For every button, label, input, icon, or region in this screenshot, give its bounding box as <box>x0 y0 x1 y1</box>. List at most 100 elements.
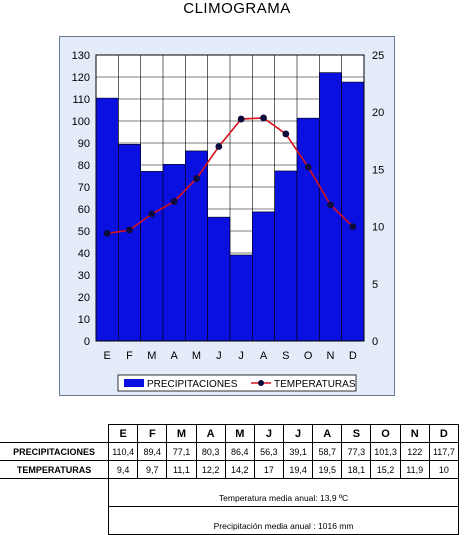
table-corner <box>0 425 109 443</box>
table-cell: 122 <box>399 442 430 461</box>
legend-label-precip: PRECIPITACIONES <box>147 379 238 390</box>
precip-bar <box>296 117 320 342</box>
temperature-point <box>170 198 178 205</box>
table-cell: 110,4 <box>108 442 139 461</box>
left-axis-tick-label: 130 <box>72 50 90 62</box>
x-axis-tick-label: A <box>260 350 268 362</box>
temperature-point <box>193 175 200 182</box>
temperature-point <box>103 230 111 237</box>
x-axis-tick-label: M <box>192 350 201 362</box>
legend-box <box>117 374 357 392</box>
x-axis-tick-label: E <box>103 350 110 362</box>
month-header: S <box>341 424 372 443</box>
left-axis-tick-label: 60 <box>78 204 90 216</box>
left-axis-tick-label: 110 <box>72 94 90 106</box>
right-axis-tick-label: 0 <box>372 336 378 348</box>
summary-spacer <box>0 506 110 535</box>
table-cell: 117,7 <box>428 442 460 461</box>
temperature-point <box>349 223 357 231</box>
table-cell: 11,9 <box>399 460 430 479</box>
month-header: N <box>399 424 430 443</box>
left-axis-tick-label: 90 <box>78 138 90 150</box>
table-row: PRECIPITACIONES 110,4 89,4 77,1 80,3 86,4 56,3… <box>0 442 460 461</box>
left-axis-tick-label: 80 <box>78 160 90 172</box>
temperature-point <box>260 114 267 122</box>
chart-frame: 0 10 20 30 40 50 60 70 80 90 100 110 120 130 0 5 10 15 20 2… <box>59 36 395 396</box>
left-axis-tick-label: 40 <box>78 248 90 260</box>
precip-bar <box>207 216 231 342</box>
table-cell: 77,1 <box>166 442 197 461</box>
summary-row: Precipitación media anual : 1016 mm <box>0 506 459 535</box>
precip-bar <box>229 254 253 342</box>
left-axis-tick-label: 20 <box>78 292 90 304</box>
table-cell: 77,3 <box>341 442 372 461</box>
summary-spacer <box>0 478 110 507</box>
climograph-chart: 0 10 20 30 40 50 60 70 80 90 100 110 120 130 0 5 10 15 20 2… <box>72 50 384 392</box>
temperature-point <box>282 130 290 138</box>
x-axis-tick-label: A <box>170 350 178 362</box>
row-label: PRECIPITACIONES <box>0 442 110 461</box>
table-cell: 89,4 <box>137 442 168 461</box>
temperature-point <box>327 201 334 209</box>
right-axis-tick-label: 25 <box>372 50 384 62</box>
temperature-point <box>304 163 312 171</box>
month-header: O <box>370 424 401 443</box>
table-cell: 9,7 <box>137 460 168 479</box>
table-cell: 11,1 <box>166 460 197 479</box>
table-cell: 80,3 <box>195 442 226 461</box>
chart-title: CLIMOGRAMA <box>183 0 291 17</box>
temperature-point <box>126 226 133 234</box>
left-axis-tick-label: 0 <box>84 336 90 348</box>
x-axis-tick-label: N <box>327 350 335 362</box>
precip-bar <box>341 81 365 342</box>
temperature-point <box>237 115 245 123</box>
table-cell: 56,3 <box>253 442 285 461</box>
precip-bar <box>252 211 275 342</box>
temperature-annual-mean: Temperatura media anual: 13,9 ºC <box>108 478 459 507</box>
x-axis-tick-label: M <box>147 350 156 362</box>
table-cell: 10 <box>428 460 460 479</box>
right-axis-tick-label: 15 <box>372 164 384 176</box>
right-axis-tick-label: 5 <box>372 279 378 291</box>
left-axis-tick-label: 30 <box>78 270 90 282</box>
right-axis-tick-label: 10 <box>372 222 384 234</box>
month-header: M <box>166 424 197 443</box>
legend-swatch-precip <box>124 379 144 387</box>
x-axis-tick-label: D <box>349 350 357 362</box>
month-header: F <box>137 424 168 443</box>
summary-row: Temperatura media anual: 13,9 ºC <box>0 478 459 507</box>
temperature-line <box>107 117 354 235</box>
table-row: TEMPERATURAS 9,4 9,7 11,1 12,2 14,2 17 19,4 19,5… <box>0 460 460 479</box>
x-axis-tick-label: O <box>304 350 313 362</box>
month-header: A <box>195 424 226 443</box>
month-header: J <box>253 424 285 443</box>
row-label: TEMPERATURAS <box>0 460 110 479</box>
table-cell: 19,5 <box>312 460 343 479</box>
legend-swatch-temp-marker <box>258 380 264 386</box>
temperature-point <box>215 143 223 150</box>
month-header: J <box>283 424 314 443</box>
left-axis-tick-label: 100 <box>72 116 90 128</box>
left-axis-tick-label: 50 <box>78 226 90 238</box>
precip-bar <box>140 171 164 342</box>
table-cell: 58,7 <box>312 442 343 461</box>
precip-bar <box>162 164 186 342</box>
table-cell: 18,1 <box>341 460 372 479</box>
table-cell: 17 <box>253 460 285 479</box>
table-cell: 86,4 <box>224 442 255 461</box>
table-cell: 19,4 <box>283 460 314 479</box>
left-axis-tick-label: 10 <box>78 314 90 326</box>
temperature-point <box>148 210 156 218</box>
table-cell: 12,2 <box>195 460 226 479</box>
x-axis-tick-label: J <box>238 350 244 362</box>
plot-border <box>95 54 365 342</box>
table-cell: 15,2 <box>370 460 401 479</box>
legend-label-temp: TEMPERATURAS <box>274 379 356 390</box>
x-axis-tick-label: S <box>282 350 289 362</box>
precip-bar <box>95 97 119 342</box>
x-axis-tick-label: J <box>216 350 222 362</box>
right-axis-tick-label: 20 <box>372 107 384 119</box>
month-header: D <box>428 424 460 443</box>
precip-bar <box>274 170 298 342</box>
